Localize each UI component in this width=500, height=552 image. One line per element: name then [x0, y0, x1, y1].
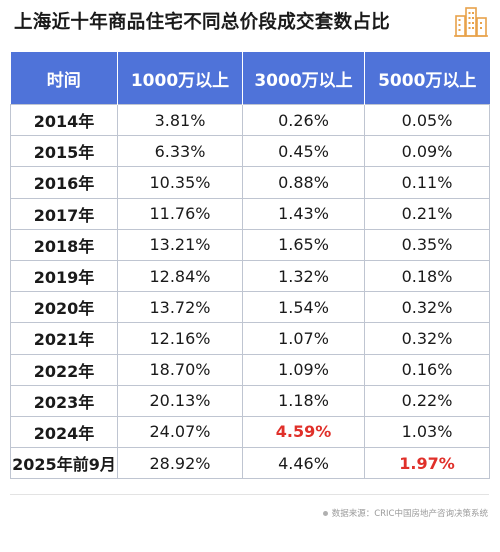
table-row: 2022年 18.70% 1.09% 0.16%	[10, 353, 490, 386]
year-cell: 2020年	[10, 291, 118, 324]
percent-cell: 0.32%	[364, 322, 490, 355]
percent-cell: 12.16%	[117, 322, 243, 355]
percent-cell: 6.33%	[117, 135, 243, 168]
percent-cell: 1.65%	[242, 228, 365, 261]
table-row: 2019年 12.84% 1.32% 0.18%	[10, 259, 490, 293]
percent-cell: 0.35%	[364, 228, 490, 261]
table-row: 2018年 13.21% 1.65% 0.35%	[10, 228, 490, 261]
percent-cell: 0.21%	[364, 197, 490, 230]
percent-cell: 0.09%	[364, 135, 490, 168]
page-title: 上海近十年商品住宅不同总价段成交套数占比	[14, 12, 391, 33]
year-cell: 2015年	[10, 135, 118, 168]
percent-cell: 1.54%	[242, 291, 365, 324]
header-time: 时间	[10, 52, 118, 105]
percent-cell: 3.81%	[117, 103, 243, 137]
year-cell: 2025年前9月	[10, 447, 118, 480]
percent-cell: 0.18%	[364, 259, 490, 293]
percent-cell: 0.32%	[364, 291, 490, 324]
percent-cell: 12.84%	[117, 259, 243, 293]
percent-cell: 4.46%	[242, 447, 365, 480]
year-cell: 2017年	[10, 197, 118, 230]
table-header-row: 时间 1000万以上 3000万以上 5000万以上	[10, 52, 490, 105]
source-text: 数据来源：CRIC中国房地产咨询决策系统	[331, 509, 488, 519]
header-above-50m: 5000万以上	[364, 52, 490, 105]
footer-divider	[10, 494, 489, 495]
percent-cell: 1.03%	[364, 415, 490, 449]
year-cell: 2019年	[10, 259, 118, 293]
year-cell: 2014年	[10, 103, 118, 137]
source-note: 数据来源：CRIC中国房地产咨询决策系统	[322, 507, 488, 519]
percent-cell: 0.11%	[364, 166, 490, 199]
year-cell: 2021年	[10, 322, 118, 355]
percent-cell: 11.76%	[117, 197, 243, 230]
percent-cell: 1.43%	[242, 197, 365, 230]
table-row: 2025年前9月 28.92% 4.46% 1.97%	[10, 447, 490, 480]
year-cell: 2023年	[10, 384, 118, 417]
percent-cell: 13.21%	[117, 228, 243, 261]
year-cell: 2018年	[10, 228, 118, 261]
percent-cell: 18.70%	[117, 353, 243, 386]
percent-cell: 20.13%	[117, 384, 243, 417]
percent-cell: 0.88%	[242, 166, 365, 199]
percent-cell: 1.32%	[242, 259, 365, 293]
percent-cell: 0.45%	[242, 135, 365, 168]
table-row: 2023年 20.13% 1.18% 0.22%	[10, 384, 490, 417]
header-above-10m: 1000万以上	[117, 52, 243, 105]
year-cell: 2024年	[10, 415, 118, 449]
percent-cell: 1.18%	[242, 384, 365, 417]
percent-cell: 10.35%	[117, 166, 243, 199]
percent-cell: 0.05%	[364, 103, 490, 137]
percent-cell: 0.22%	[364, 384, 490, 417]
table-row: 2024年 24.07% 4.59% 1.03%	[10, 415, 490, 449]
table-row: 2020年 13.72% 1.54% 0.32%	[10, 291, 490, 324]
city-buildings-icon	[452, 4, 490, 38]
year-cell: 2022年	[10, 353, 118, 386]
table-row: 2017年 11.76% 1.43% 0.21%	[10, 197, 490, 230]
bullet-dot-icon	[322, 511, 328, 516]
header-above-30m: 3000万以上	[242, 52, 365, 105]
percent-cell: 1.07%	[242, 322, 365, 355]
percent-cell: 24.07%	[117, 415, 243, 449]
percent-cell: 13.72%	[117, 291, 243, 324]
data-table-container: 时间 1000万以上 3000万以上 5000万以上 2014年 3.81% 0.2…	[10, 52, 490, 480]
table-row: 2014年 3.81% 0.26% 0.05%	[10, 103, 490, 137]
table-row: 2021年 12.16% 1.07% 0.32%	[10, 322, 490, 355]
table-row: 2016年 10.35% 0.88% 0.11%	[10, 166, 490, 199]
percent-cell: 1.09%	[242, 353, 365, 386]
share-table: 时间 1000万以上 3000万以上 5000万以上 2014年 3.81% 0.2…	[10, 52, 490, 480]
percent-cell: 28.92%	[117, 447, 243, 480]
year-cell: 2016年	[10, 166, 118, 199]
percent-cell: 0.16%	[364, 353, 490, 386]
percent-cell: 4.59%	[242, 415, 365, 449]
percent-cell: 1.97%	[364, 447, 490, 480]
percent-cell: 0.26%	[242, 103, 365, 137]
table-row: 2015年 6.33% 0.45% 0.09%	[10, 135, 490, 168]
